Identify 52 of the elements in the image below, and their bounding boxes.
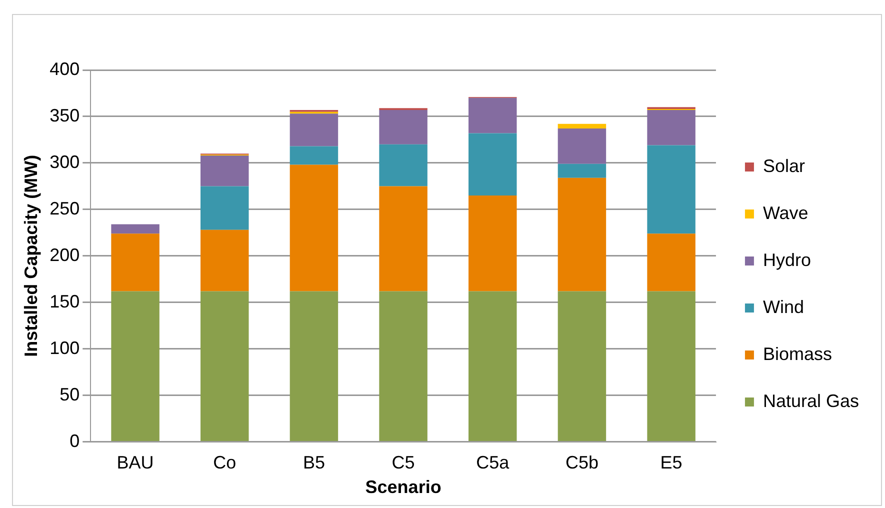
x-tick-label: C5a <box>476 452 510 473</box>
bar <box>200 186 249 230</box>
y-tick-label: 0 <box>70 430 80 451</box>
legend-label: Wave <box>762 202 808 223</box>
bar <box>558 164 606 178</box>
bar <box>200 156 249 186</box>
legend-label: Solar <box>762 156 805 176</box>
bar <box>558 124 606 129</box>
bar <box>647 110 696 146</box>
bar <box>200 230 249 292</box>
bar <box>558 128 606 164</box>
y-tick-label: 250 <box>50 198 80 218</box>
bar <box>379 186 428 292</box>
bar <box>379 110 428 144</box>
x-tick-label: B5 <box>302 452 325 473</box>
x-axis-title: Scenario <box>365 477 442 498</box>
bar <box>647 145 696 234</box>
bar <box>379 291 428 442</box>
bar <box>290 146 338 165</box>
x-tick-label: Co <box>213 452 236 473</box>
y-tick-label: 100 <box>50 338 80 358</box>
y-tick-label: 350 <box>50 105 80 126</box>
y-tick-label: 50 <box>60 384 80 404</box>
y-tick-label: 150 <box>50 291 80 312</box>
bar <box>468 133 517 196</box>
x-tick-label: E5 <box>660 452 682 473</box>
bar <box>290 114 338 146</box>
bar <box>468 195 517 292</box>
bar <box>111 224 160 234</box>
bar <box>200 291 249 442</box>
x-tick-label: C5 <box>392 452 415 473</box>
bar <box>111 234 160 292</box>
x-tick-label: C5b <box>565 452 598 473</box>
x-tick-label: BAU <box>116 452 154 473</box>
bar <box>468 98 517 134</box>
bar <box>647 291 696 442</box>
legend-label: Hydro <box>762 250 811 270</box>
bar <box>379 144 428 186</box>
legend-label: Biomass <box>762 344 832 364</box>
legend-label: Natural Gas <box>762 390 860 411</box>
bar <box>558 178 606 292</box>
bar <box>468 291 517 442</box>
bar <box>647 234 696 292</box>
bar <box>290 291 338 442</box>
bar <box>290 164 338 292</box>
bar <box>111 291 160 442</box>
bar <box>558 291 606 442</box>
y-tick-label: 300 <box>50 152 80 172</box>
y-tick-label: 400 <box>50 58 80 79</box>
y-axis-title: Installed Capacity (MW) <box>20 154 41 357</box>
legend-label: Wind <box>762 296 804 317</box>
y-tick-label: 200 <box>50 244 80 265</box>
